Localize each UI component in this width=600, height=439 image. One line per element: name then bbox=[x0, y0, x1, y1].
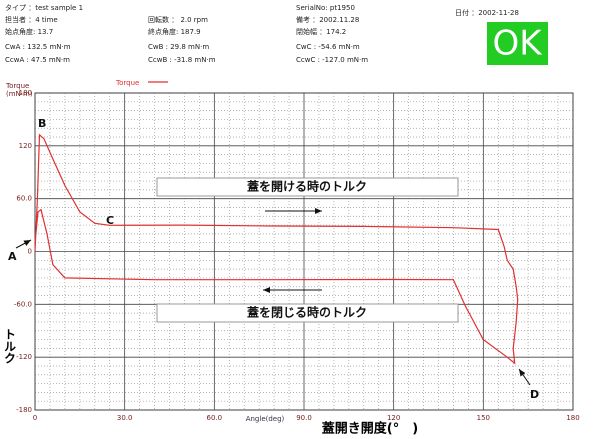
status-text: OK bbox=[492, 24, 543, 64]
annotation: 蓋を閉じる時のトルク bbox=[247, 305, 367, 320]
header-field: CcwA : 47.5 mN·m bbox=[5, 56, 70, 64]
y-tick-label: -120 bbox=[16, 353, 32, 361]
header-field: CwC : -54.6 mN·m bbox=[296, 43, 360, 51]
annotation-box bbox=[156, 303, 459, 323]
legend-label: Torque bbox=[115, 79, 139, 87]
x-tick-label: 180 bbox=[566, 414, 579, 422]
header-field: SerialNo: pt1950 bbox=[296, 4, 355, 12]
y-axis-label-jp: トルク bbox=[3, 328, 17, 364]
header-field: CwA : 132.5 mN·m bbox=[5, 43, 71, 51]
annotation: C bbox=[106, 214, 114, 227]
header-field: 担当者 ：4 time bbox=[5, 15, 58, 24]
annotation: 蓋を開ける時のトルク bbox=[247, 179, 367, 194]
header-field: CwB : 29.8 mN·m bbox=[148, 43, 209, 51]
arrow bbox=[15, 239, 32, 249]
header-field: 終点角度: 187.9 bbox=[148, 27, 201, 36]
annotation: A bbox=[8, 250, 17, 263]
header-field: 備考 ：2002.11.28 bbox=[296, 15, 359, 24]
header-field: CcwC : -127.0 mN·m bbox=[296, 56, 368, 64]
plot-area bbox=[34, 92, 574, 411]
y-tick-label: -60.0 bbox=[14, 300, 32, 308]
annotation: D bbox=[530, 388, 539, 401]
header-field: 日付 ：2002-11-28 bbox=[455, 8, 519, 17]
x-axis-label: Angle(deg) bbox=[246, 415, 285, 423]
y-tick-label: -180 bbox=[16, 406, 32, 414]
arrow bbox=[518, 368, 531, 386]
y-tick-label: 0 bbox=[28, 248, 32, 256]
x-tick-label: 90.0 bbox=[296, 414, 312, 422]
x-tick-label: 150 bbox=[477, 414, 490, 422]
y-axis-unit: (mN·m) bbox=[6, 90, 33, 98]
header-field: CcwB : -31.8 mN·m bbox=[148, 56, 216, 64]
x-axis-label-jp: 蓋開き開度(° ) bbox=[322, 421, 418, 437]
y-tick-label: 60.0 bbox=[16, 195, 32, 203]
header-field: 閉始幅 ：174.2 bbox=[296, 27, 346, 36]
header-field: 回転数 ： 2.0 rpm bbox=[148, 15, 208, 24]
y-tick-label: 180 bbox=[19, 89, 32, 97]
annotation-box bbox=[156, 177, 459, 197]
header-field: 始点角度: 13.7 bbox=[5, 27, 53, 36]
header-field: タイプ ：test sample 1 bbox=[5, 3, 83, 12]
y-axis-label: Torque bbox=[5, 82, 29, 90]
x-tick-label: 120 bbox=[387, 414, 400, 422]
annotation: B bbox=[38, 117, 46, 130]
x-tick-label: 0 bbox=[33, 414, 37, 422]
data-line bbox=[34, 133, 519, 365]
x-tick-label: 60.0 bbox=[207, 414, 223, 422]
status-box bbox=[487, 22, 548, 65]
y-tick-label: 120 bbox=[19, 142, 32, 150]
x-tick-label: 30.0 bbox=[117, 414, 133, 422]
